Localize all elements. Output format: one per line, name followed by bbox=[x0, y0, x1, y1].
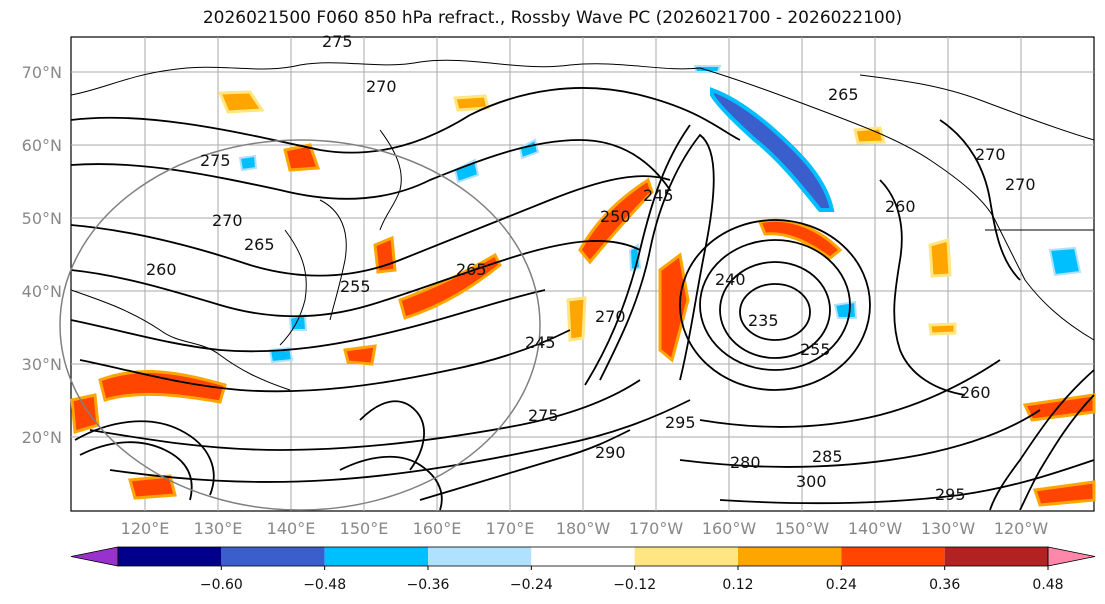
contour-label: 270 bbox=[975, 145, 1006, 164]
shading-layer bbox=[70, 65, 1096, 507]
contour-label: 240 bbox=[715, 270, 746, 289]
contour-label: 255 bbox=[800, 340, 831, 359]
contours bbox=[70, 87, 1095, 511]
colorbar-tick-label: −0.24 bbox=[510, 577, 553, 593]
contour-label: 235 bbox=[748, 311, 779, 330]
contour-label: 245 bbox=[525, 333, 556, 352]
colorbar-tick-label: −0.12 bbox=[613, 577, 656, 593]
guide-circle bbox=[59, 139, 541, 511]
latitude-label: 40°N bbox=[22, 282, 62, 301]
contour-label: 255 bbox=[340, 277, 371, 296]
contour-label: 270 bbox=[212, 211, 243, 230]
contour-label: 260 bbox=[146, 260, 177, 279]
contour-label: 275 bbox=[200, 151, 231, 170]
colorbar-tick-label: 0.12 bbox=[722, 577, 753, 593]
longitude-label: 150°W bbox=[775, 519, 830, 538]
longitude-label: 140°W bbox=[848, 519, 903, 538]
colorbar-tick-label: 0.24 bbox=[826, 577, 857, 593]
colorbar-tick-label: −0.48 bbox=[303, 577, 346, 593]
contour-label: 265 bbox=[828, 85, 859, 104]
contour-label: 295 bbox=[935, 485, 966, 504]
contour-label: 265 bbox=[456, 260, 487, 279]
contour-label: 290 bbox=[595, 443, 626, 462]
contour-label: 245 bbox=[643, 186, 674, 205]
latitude-label: 60°N bbox=[22, 136, 62, 155]
map-title: 2026021500 F060 850 hPa refract., Rossby… bbox=[202, 8, 903, 28]
colorbar bbox=[70, 546, 1096, 567]
colorbar-segment bbox=[944, 547, 1048, 566]
colorbar-tick-label: 0.48 bbox=[1032, 577, 1063, 593]
longitude-label: 170°W bbox=[629, 519, 684, 538]
longitude-label: 140°E bbox=[267, 519, 316, 538]
colorbar-segment bbox=[221, 547, 325, 566]
colorbar-segment bbox=[324, 547, 428, 566]
contour-label: 275 bbox=[322, 32, 353, 51]
colorbar-segment bbox=[634, 547, 738, 566]
colorbar-tick-label: −0.60 bbox=[200, 577, 243, 593]
longitude-label: 120°W bbox=[994, 519, 1049, 538]
latitude-label: 70°N bbox=[22, 63, 62, 82]
colorbar-tick-label: 0.36 bbox=[929, 577, 960, 593]
colorbar-outline bbox=[117, 546, 1049, 567]
longitude-label: 150°E bbox=[340, 519, 389, 538]
colorbar-extend-high bbox=[1047, 546, 1096, 567]
longitude-label: 160°E bbox=[413, 519, 462, 538]
contour-label: 270 bbox=[595, 307, 626, 326]
latitude-label: 20°N bbox=[22, 428, 62, 447]
longitude-label: 180°W bbox=[556, 519, 611, 538]
longitude-label: 170°E bbox=[486, 519, 535, 538]
colorbar-tick-label: −0.36 bbox=[407, 577, 450, 593]
colorbar-segment bbox=[531, 547, 635, 566]
contour-label: 280 bbox=[730, 453, 761, 472]
longitude-label: 120°E bbox=[121, 519, 170, 538]
longitude-labels: 120°E 130°E 140°E 150°E 160°E 170°E 180°W 170°W… bbox=[121, 519, 1049, 538]
colorbar-segment bbox=[428, 547, 532, 566]
contour-label: 265 bbox=[244, 235, 275, 254]
colorbar-segment bbox=[841, 547, 945, 566]
latitude-labels: 70°N 60°N 50°N 40°N 30°N 20°N bbox=[22, 63, 62, 447]
contour-label: 250 bbox=[600, 207, 631, 226]
longitude-label: 130°W bbox=[921, 519, 976, 538]
colorbar-segment bbox=[118, 547, 222, 566]
contour-labels: 275 275 270 270 270 270 265 265 265 260 … bbox=[146, 32, 1036, 504]
contour-label: 285 bbox=[812, 447, 843, 466]
latitude-label: 30°N bbox=[22, 355, 62, 374]
colorbar-extend-low bbox=[70, 546, 119, 567]
coastlines bbox=[70, 59, 1095, 391]
contour-label: 295 bbox=[665, 413, 696, 432]
contour-label: 260 bbox=[960, 383, 991, 402]
colorbar-segment bbox=[738, 547, 842, 566]
contour-label: 270 bbox=[366, 77, 397, 96]
longitude-label: 160°W bbox=[702, 519, 757, 538]
contour-label: 300 bbox=[796, 472, 827, 491]
contour-label: 260 bbox=[885, 197, 916, 216]
colorbar-tick-labels: −0.60 −0.48 −0.36 −0.24 −0.12 0.12 0.24 0.36 0.4… bbox=[200, 566, 1064, 593]
contour-label: 270 bbox=[1005, 175, 1036, 194]
contour-label: 275 bbox=[528, 406, 559, 425]
gridlines bbox=[71, 37, 1094, 511]
longitude-label: 130°E bbox=[194, 519, 243, 538]
latitude-label: 50°N bbox=[22, 209, 62, 228]
